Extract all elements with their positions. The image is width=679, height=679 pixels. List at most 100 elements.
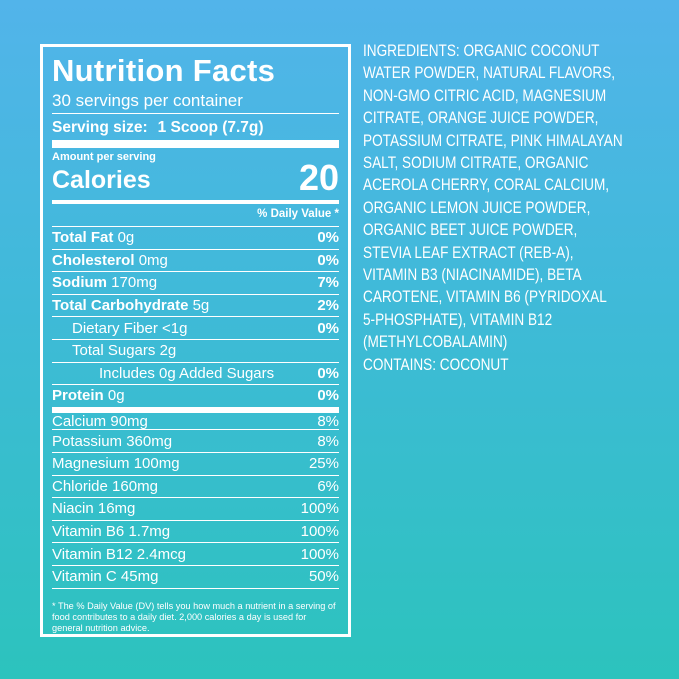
vitamin: Chloride 160mg (52, 478, 158, 495)
daily-value: 50% (308, 568, 339, 586)
ingredients-line: SALT, SODIUM CITRATE, ORGANIC (363, 154, 589, 173)
nutrient: Includes 0g Added Sugars (52, 365, 274, 382)
vitamin-row: Magnesium 100mg 25% (52, 451, 339, 475)
ingredients-line: ORGANIC LEMON JUICE POWDER, (363, 198, 591, 217)
nutrient-row: Total Fat 0g 0% (52, 226, 339, 249)
label-inner: Nutrition Facts 30 servings per containe… (52, 47, 339, 634)
nutrient-name: Total Fat (52, 229, 114, 247)
vitamin-row: Niacin 16mg 100% (52, 497, 339, 520)
daily-value: 0% (317, 229, 339, 247)
ingredients-line: 5-PHOSPHATE), VITAMIN B12 (363, 310, 553, 329)
ingredients-line: CITRATE, ORANGE JUICE POWDER, (363, 109, 599, 128)
servings: 30 servings per container (52, 91, 243, 110)
serving-size-value: 1 Scoop (7.7g) (157, 119, 264, 136)
vitamin-name: Calcium (52, 412, 107, 430)
nutrient-name: Total Sugars (72, 342, 156, 360)
ingredients-line: ORGANIC BEET JUICE POWDER, (363, 221, 578, 240)
nutrient-row: Total Sugars 2g (52, 338, 339, 362)
daily-value: 6% (317, 477, 339, 495)
ingredients-line: CAROTENE, VITAMIN B6 (PYRIDOXAL (363, 288, 607, 307)
vitamin-name: Vitamin B6 (52, 523, 125, 541)
nutrition-label: Nutrition Facts 30 servings per containe… (40, 44, 351, 637)
daily-value-header: % Daily Value * (257, 208, 339, 220)
footnote: * The % Daily Value (DV) tells you how m… (52, 601, 336, 633)
amount-per-serving: Amount per serving (52, 151, 156, 163)
vitamin-amount: 1.7mg (128, 523, 171, 541)
serving-size-label: Serving size: (52, 119, 148, 136)
ingredients-line: (METHYLCOBALAMIN) (363, 333, 508, 352)
label-title: Nutrition Facts (52, 53, 276, 88)
nutrient: Protein 0g (52, 387, 125, 404)
ingredients-line: NON-GMO CITRIC ACID, MAGNESIUM (363, 86, 607, 105)
ingredients-line: STEVIA LEAF EXTRACT (REB-A), (363, 243, 574, 262)
nutrient-amount: 0mg (138, 251, 168, 269)
vitamin: Vitamin B12 2.4mcg (52, 546, 186, 563)
nutrient-name: Sodium (52, 274, 107, 292)
vitamin-amount: 45mg (120, 568, 159, 586)
vitamin-row: Chloride 160mg 6% (52, 474, 339, 498)
vitamin-amount: 16mg (97, 500, 136, 518)
daily-value: 0% (317, 364, 339, 382)
ingredients-line: POTASSIUM CITRATE, PINK HIMALAYAN (363, 131, 623, 150)
nutrient-amount: 2g (159, 342, 177, 360)
vitamin: Vitamin C 45mg (52, 568, 158, 585)
daily-value: 100% (300, 545, 339, 563)
nutrient-name: Dietary Fiber (72, 319, 158, 337)
nutrient-row: Sodium 170mg 7% (52, 271, 339, 294)
vitamin-row: Calcium 90mg 8% (52, 406, 339, 430)
rule-thick (52, 140, 339, 148)
vitamin-name: Potassium (52, 432, 123, 450)
vitamin: Magnesium 100mg (52, 455, 180, 472)
vitamin-amount: 2.4mcg (136, 545, 186, 563)
daily-value: 8% (317, 432, 339, 450)
daily-value: 25% (308, 455, 339, 473)
calories-value: 20 (298, 157, 339, 198)
daily-value: 0% (317, 387, 339, 405)
daily-value: 8% (317, 412, 339, 430)
nutrient-rows: Total Fat 0g 0% Cholesterol 0mg 0% Sodium 17… (52, 226, 339, 589)
daily-value: 100% (300, 500, 339, 518)
contains: CONTAINS: COCONUT (363, 356, 509, 374)
nutrient: Sodium 170mg (52, 274, 157, 291)
nutrient-name: Total Carbohydrate (52, 297, 189, 315)
nutrient: Total Fat 0g (52, 229, 134, 246)
vitamin: Vitamin B6 1.7mg (52, 523, 170, 540)
vitamin-name: Chloride (52, 477, 108, 495)
nutrient-row: Includes 0g Added Sugars 0% (52, 361, 339, 385)
vitamin-amount: 160mg (112, 477, 158, 495)
vitamin-name: Vitamin C (52, 568, 117, 586)
vitamin: Calcium 90mg (52, 413, 148, 430)
nutrient-amount: 0g (117, 229, 135, 247)
nutrient-row: Cholesterol 0mg 0% (52, 248, 339, 272)
vitamin-amount: 90mg (110, 412, 148, 430)
vitamin-row: Vitamin B12 2.4mcg 100% (52, 542, 339, 565)
ingredients: INGREDIENTS: ORGANIC COCONUT WATER POWDER… (363, 40, 665, 354)
nutrient: Total Carbohydrate 5g (52, 297, 209, 314)
ingredients-line: VITAMIN B3 (NIACINAMIDE), BETA (363, 266, 582, 285)
nutrient-name: Protein (52, 387, 104, 405)
vitamin-amount: 360mg (126, 432, 173, 450)
nutrient-amount: <1g (162, 319, 188, 337)
vitamin-row: Potassium 360mg 8% (52, 429, 339, 452)
vitamin-name: Magnesium (52, 455, 130, 473)
ingredients-line: ACEROLA CHERRY, CORAL CALCIUM, (363, 176, 610, 195)
nutrient-row: Dietary Fiber <1g 0% (52, 316, 339, 339)
nutrient-name: Cholesterol (52, 251, 135, 269)
nutrient-row: Total Carbohydrate 5g 2% (52, 293, 339, 317)
vitamin-amount: 100mg (133, 455, 180, 473)
rule (52, 113, 339, 114)
ingredients-line: INGREDIENTS: ORGANIC COCONUT (363, 42, 600, 60)
vitamin-name: Vitamin B12 (52, 545, 133, 563)
daily-value: 2% (317, 297, 339, 315)
daily-value: 100% (300, 523, 339, 541)
vitamin: Potassium 360mg (52, 433, 172, 450)
ingredients-line: WATER POWDER, NATURAL FLAVORS, (363, 64, 616, 83)
nutrient-row: Protein 0g 0% (52, 384, 339, 407)
daily-value: 7% (317, 274, 339, 292)
nutrient: Cholesterol 0mg (52, 252, 168, 269)
nutrient-amount: 5g (192, 297, 210, 315)
rule-medium (52, 200, 339, 204)
vitamin-row: Vitamin C 45mg 50% (52, 564, 339, 588)
nutrient-name: Includes 0g Added Sugars (99, 364, 275, 382)
